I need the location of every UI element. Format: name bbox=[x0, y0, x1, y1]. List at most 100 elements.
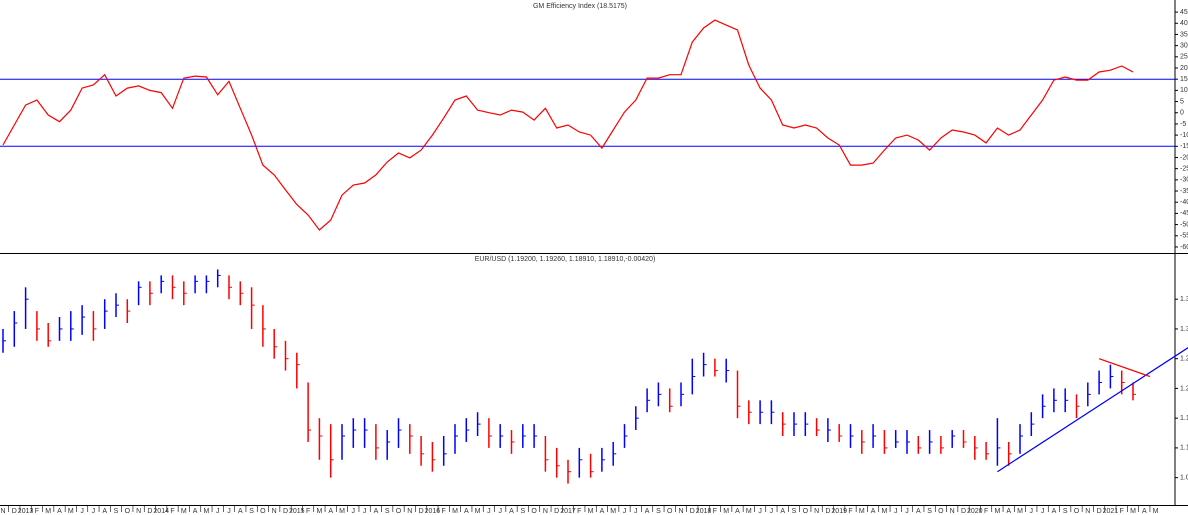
line-series bbox=[2, 19, 1134, 231]
x-tick-label: M bbox=[1130, 508, 1136, 515]
x-tick-label: D bbox=[12, 508, 17, 515]
x-tick-label: J bbox=[758, 508, 762, 515]
x-tick-label: D bbox=[825, 508, 830, 515]
x-tick-label: M bbox=[1017, 508, 1023, 515]
x-tick-label: F bbox=[984, 508, 988, 515]
x-tick-label: J bbox=[80, 508, 84, 515]
x-tick-label: 2015 bbox=[289, 508, 305, 515]
x-tick-label: J bbox=[227, 508, 231, 515]
x-tick-label: D bbox=[147, 508, 152, 515]
x-tick-label: D bbox=[283, 508, 288, 515]
x-tick-label: O bbox=[396, 508, 402, 515]
x-tick-label: A bbox=[1142, 508, 1147, 515]
x-tick-label: J bbox=[634, 508, 638, 515]
y-tick-label: 1.35 bbox=[1180, 296, 1188, 303]
x-tick-label: O bbox=[260, 508, 266, 515]
y-tick-label: -30 bbox=[1180, 177, 1188, 184]
x-tick-label: F bbox=[713, 508, 717, 515]
y-tick-label: -20 bbox=[1180, 154, 1188, 161]
x-tick-label: J bbox=[487, 508, 491, 515]
y-tick-label: 1.15 bbox=[1180, 415, 1188, 422]
x-tick-label: A bbox=[328, 508, 333, 515]
x-tick-label: M bbox=[203, 508, 209, 515]
x-tick-label: O bbox=[667, 508, 673, 515]
x-tick-label: M bbox=[746, 508, 752, 515]
x-tick-label: M bbox=[68, 508, 74, 515]
trend-line bbox=[997, 347, 1188, 473]
x-tick-label: J bbox=[1030, 508, 1034, 515]
y-tick-label: 15 bbox=[1180, 76, 1188, 83]
x-tick-label: S bbox=[792, 508, 797, 515]
x-tick-label: M bbox=[610, 508, 616, 515]
x-tick-label: S bbox=[927, 508, 932, 515]
x-tick-label: 2021 bbox=[1103, 508, 1119, 515]
plot-area bbox=[2, 269, 1136, 484]
y-tick-label: 30 bbox=[1180, 42, 1188, 49]
x-tick-label: F bbox=[170, 508, 174, 515]
x-tick-label: S bbox=[656, 508, 661, 515]
x-tick-label: N bbox=[1085, 508, 1090, 515]
x-tick-label: F bbox=[1120, 508, 1124, 515]
x-tick-label: J bbox=[363, 508, 367, 515]
x-tick-label: J bbox=[894, 508, 898, 515]
y-tick-label: 0 bbox=[1180, 110, 1184, 117]
x-tick-label: F bbox=[577, 508, 581, 515]
x-tick-label: N bbox=[136, 508, 141, 515]
y-tick-label: 1.20 bbox=[1180, 385, 1188, 392]
y-tick-label: 1.25 bbox=[1180, 356, 1188, 363]
x-tick-label: M bbox=[723, 508, 729, 515]
x-tick-label: A bbox=[916, 508, 921, 515]
x-tick-label: N bbox=[678, 508, 683, 515]
y-tick-label: 20 bbox=[1180, 65, 1188, 72]
x-tick-label: D bbox=[419, 508, 424, 515]
x-tick-label: A bbox=[1006, 508, 1011, 515]
x-tick-label: A bbox=[102, 508, 107, 515]
x-tick-label: A bbox=[871, 508, 876, 515]
x-tick-label: M bbox=[475, 508, 481, 515]
y-tick-label: -55 bbox=[1180, 233, 1188, 240]
x-tick-label: J bbox=[905, 508, 909, 515]
x-tick-label: O bbox=[803, 508, 809, 515]
y-tick-label: -40 bbox=[1180, 199, 1188, 206]
x-tick-label: M bbox=[452, 508, 458, 515]
x-tick-label: M bbox=[45, 508, 51, 515]
chart-title: EUR/USD (1.19200, 1.19260, 1.18910, 1.18… bbox=[475, 256, 656, 263]
y-tick-label: -10 bbox=[1180, 132, 1188, 139]
x-tick-label: N bbox=[0, 508, 5, 515]
x-tick-label: F bbox=[442, 508, 446, 515]
y-tick-label: 10 bbox=[1180, 87, 1188, 94]
x-tick-label: S bbox=[114, 508, 119, 515]
x-tick-label: N bbox=[950, 508, 955, 515]
x-tick-label: M bbox=[588, 508, 594, 515]
x-tick-label: F bbox=[35, 508, 39, 515]
y-tick-label: -50 bbox=[1180, 221, 1188, 228]
x-tick-label: A bbox=[600, 508, 605, 515]
y-tick-label: 5 bbox=[1180, 98, 1184, 105]
x-tick-label: O bbox=[531, 508, 537, 515]
x-tick-label: F bbox=[848, 508, 852, 515]
y-tick-label: -35 bbox=[1180, 188, 1188, 195]
x-tick-label: F bbox=[306, 508, 310, 515]
x-tick-label: A bbox=[464, 508, 469, 515]
x-tick-label: J bbox=[498, 508, 502, 515]
chart-title: GM Efficiency Index (18.5175) bbox=[533, 3, 627, 10]
y-tick-label: -45 bbox=[1180, 210, 1188, 217]
x-tick-label: J bbox=[216, 508, 220, 515]
x-tick-label: A bbox=[780, 508, 785, 515]
y-tick-label: -5 bbox=[1180, 121, 1186, 128]
x-tick-label: A bbox=[238, 508, 243, 515]
trend-line bbox=[1098, 358, 1151, 378]
y-tick-label: 45 bbox=[1180, 9, 1188, 16]
x-tick-label: A bbox=[193, 508, 198, 515]
x-tick-label: N bbox=[543, 508, 548, 515]
x-tick-label: M bbox=[339, 508, 345, 515]
x-tick-label: M bbox=[994, 508, 1000, 515]
x-tick-label: J bbox=[623, 508, 627, 515]
x-tick-label: 2020 bbox=[967, 508, 983, 515]
x-tick-label: J bbox=[1041, 508, 1045, 515]
x-tick-label: M bbox=[1153, 508, 1159, 515]
x-tick-label: M bbox=[881, 508, 887, 515]
y-tick-label: 1.30 bbox=[1180, 326, 1188, 333]
x-tick-label: A bbox=[57, 508, 62, 515]
x-tick-label: S bbox=[249, 508, 254, 515]
